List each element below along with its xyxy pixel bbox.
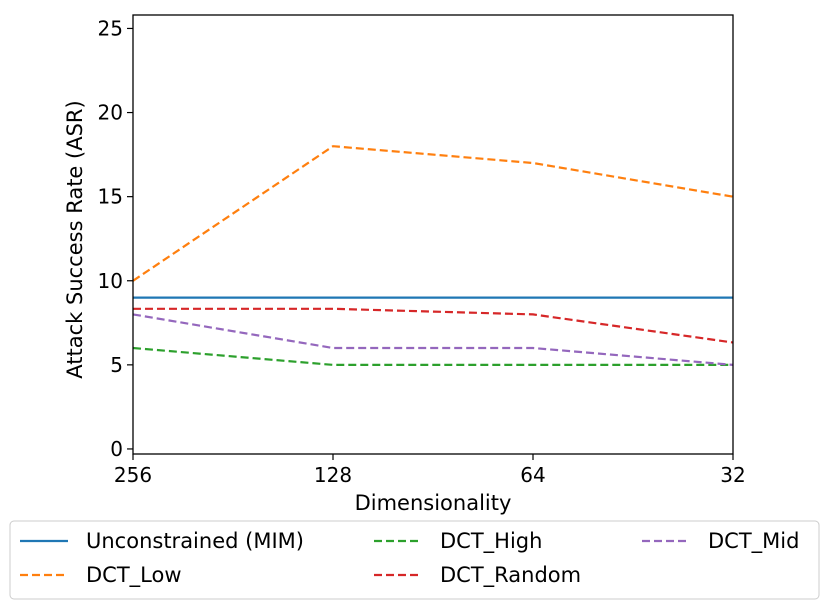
y-tick-label: 10 [98,269,123,293]
axis-ticks: 0 5 10 15 20 25 256 128 64 32 [98,16,746,487]
legend-box [9,520,820,600]
x-axis-label: Dimensionality [355,491,512,515]
legend-label: DCT_High [440,529,542,554]
y-tick-label: 20 [98,101,123,125]
x-tick-label: 256 [114,463,152,487]
x-tick-label: 64 [520,463,545,487]
series-line-dct-low [132,145,734,282]
x-tick-label: 32 [720,463,745,487]
legend-label: DCT_Random [440,563,581,588]
legend-label: DCT_Low [86,563,182,588]
y-tick-label: 15 [98,185,123,209]
y-tick-label: 0 [110,437,123,461]
plot-area-frame [132,14,734,455]
legend-label: Unconstrained (MIM) [86,529,304,553]
y-tick-label: 5 [110,353,123,377]
series-layer [132,145,734,366]
series-line-dct-random [133,307,734,344]
legend: Unconstrained (MIM) DCT_Low DCT_High DCT_Ra… [9,520,820,600]
y-axis-label: Attack Success Rate (ASR) [63,100,87,378]
series-line-dct-high [132,346,733,366]
series-line-dct-mid [132,313,734,366]
x-tick-label: 128 [314,463,352,487]
legend-label: DCT_Mid [708,529,799,554]
y-tick-label: 25 [98,16,123,40]
